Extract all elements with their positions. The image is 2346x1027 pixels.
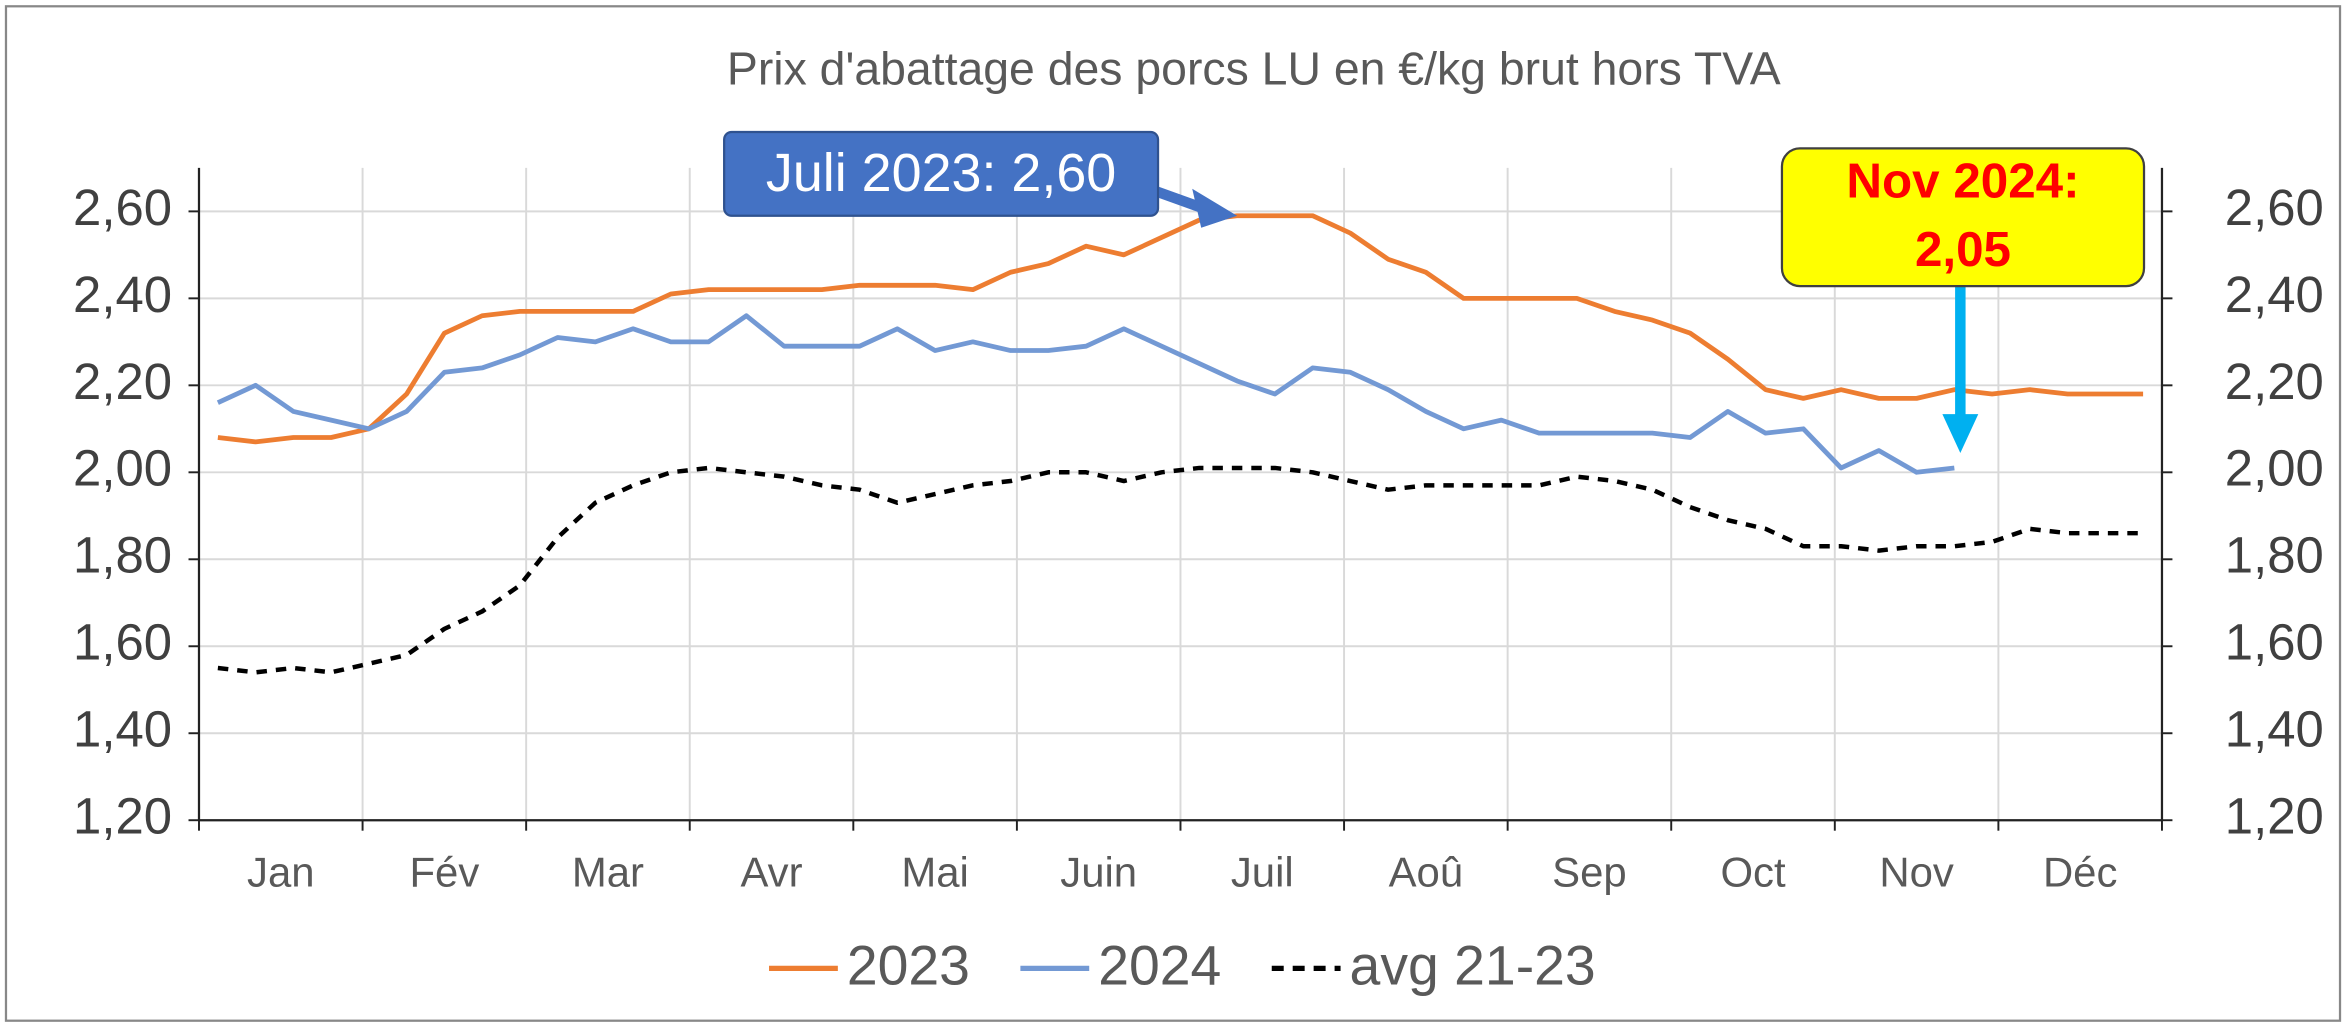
y-tick-label: 1,80 (73, 527, 172, 584)
y2-tick-label: 2,20 (2225, 353, 2324, 410)
x-tick-label: Mai (901, 849, 968, 896)
x-tick-label: Jan (247, 849, 315, 896)
y2-tick-label: 2,40 (2225, 266, 2324, 323)
y2-tick-label: 1,80 (2225, 527, 2324, 584)
y2-tick-label: 1,40 (2225, 701, 2324, 758)
series-line (216, 313, 1955, 475)
y-tick-label: 2,40 (73, 266, 172, 323)
x-tick-label: Mar (572, 849, 644, 896)
y-tick-label: 1,60 (73, 614, 172, 671)
chart-title: Prix d'abattage des porcs LU en €/kg bru… (727, 42, 1781, 94)
x-tick-label: Nov (1879, 849, 1954, 896)
y2-tick-label: 2,00 (2225, 440, 2324, 497)
annotation-arrowhead (1192, 188, 1238, 228)
annotation: Juli 2023: 2,60 (723, 130, 1238, 228)
y2-tick-label: 1,20 (2225, 788, 2324, 845)
x-tick-label: Sep (1552, 849, 1627, 896)
x-tick-label: Juin (1060, 849, 1137, 896)
y-tick-label: 1,20 (73, 788, 172, 845)
x-tick-label: Juil (1231, 849, 1294, 896)
y2-tick-label: 1,60 (2225, 614, 2324, 671)
y-tick-label: 2,00 (73, 440, 172, 497)
annotation: Nov 2024: 2,05 (1780, 147, 2146, 453)
annotation-arrowhead (1942, 414, 1979, 453)
y-tick-label: 1,40 (73, 701, 172, 758)
x-tick-label: Fév (409, 849, 479, 896)
y2-tick-label: 2,60 (2225, 179, 2324, 236)
legend-label: 2024 (1098, 934, 1221, 996)
series-line (217, 465, 2144, 675)
y-tick-label: 2,60 (73, 179, 172, 236)
y-tick-label: 2,20 (73, 353, 172, 410)
x-tick-label: Aoû (1389, 849, 1464, 896)
x-tick-label: Oct (1720, 849, 1786, 896)
series-line (217, 213, 2144, 445)
legend-label: avg 21-23 (1350, 934, 1596, 996)
annotation-box (1780, 147, 2146, 288)
x-tick-label: Déc (2043, 849, 2117, 896)
annotation-text: 2,05 (1915, 222, 2011, 277)
annotation-text: Juli 2023: 2,60 (766, 143, 1116, 203)
annotation-text: Nov 2024: (1846, 153, 2079, 208)
annotation-box (723, 130, 1160, 217)
legend-label: 2023 (847, 934, 970, 996)
x-tick-label: Avr (740, 849, 802, 896)
